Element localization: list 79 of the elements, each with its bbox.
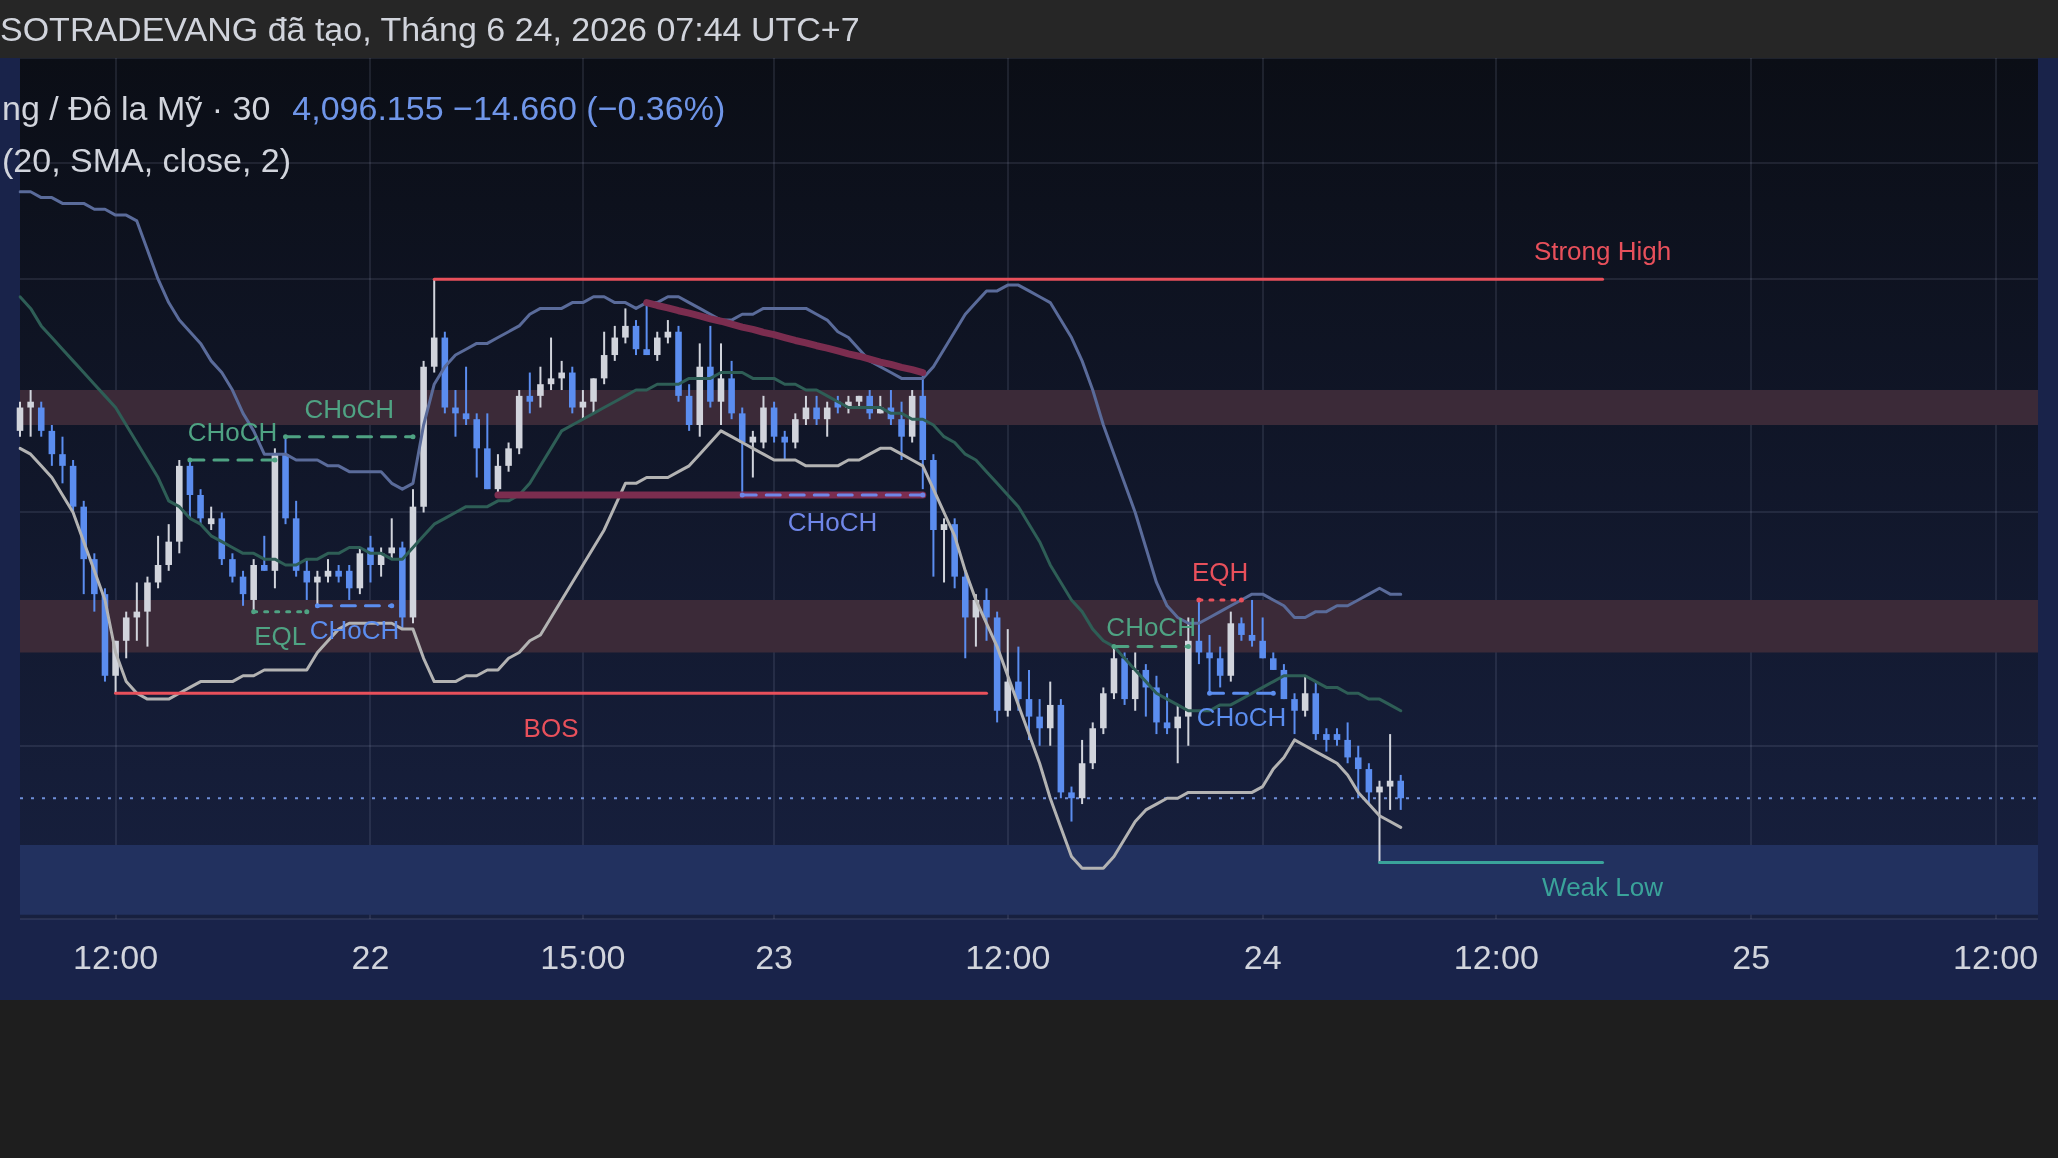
series-label: BOS [523, 712, 579, 743]
candlestick [590, 377, 597, 415]
candlestick [1248, 598, 1256, 648]
candlestick [547, 336, 555, 392]
series-label: CHoCH [304, 393, 395, 424]
series-label: EQH [1192, 557, 1249, 588]
x-tick-label: 25 [1732, 937, 1771, 976]
candlestick [579, 389, 587, 421]
candlestick [122, 610, 130, 660]
x-tick-label: 12:00 [965, 937, 1051, 976]
candlestick [940, 517, 948, 584]
candlestick [367, 534, 374, 584]
candlestick [48, 424, 56, 467]
series-label: Weak Low [1542, 871, 1664, 902]
candlestick [260, 534, 268, 572]
series-label: Strong High [1533, 236, 1672, 267]
candlestick [749, 429, 757, 479]
candlestick [27, 389, 34, 438]
x-tick-label: 12:00 [1952, 937, 2039, 976]
candlestick [653, 330, 661, 362]
candlestick [1376, 779, 1383, 864]
candlestick [1068, 785, 1075, 823]
candlestick [1354, 744, 1362, 800]
series-label: CHoCH [787, 506, 878, 537]
candlestick [1323, 727, 1330, 753]
candlestick [229, 552, 236, 584]
candlestick [197, 488, 204, 526]
candlestick [1386, 733, 1394, 811]
candlestick [16, 400, 24, 438]
candlestick [1216, 645, 1224, 689]
x-tick-label: 24 [1243, 937, 1282, 976]
candlestick [558, 359, 565, 392]
candlestick [207, 505, 215, 531]
candlestick [388, 517, 396, 561]
x-tick-label: 12:00 [73, 937, 159, 976]
candlestick [526, 371, 534, 415]
candlestick [1015, 645, 1022, 712]
candlestick [1238, 616, 1245, 642]
candlestick [600, 330, 608, 386]
candlestick [303, 558, 311, 601]
candlestick [1397, 773, 1405, 811]
chart-subtitle: ng / Đô la Mỹ · 30 [2, 89, 271, 127]
candlestick [792, 412, 799, 450]
candlestick [664, 319, 672, 345]
candlestick [462, 365, 470, 427]
candlestick [165, 523, 172, 572]
candlestick [1025, 668, 1033, 741]
candlestick [37, 400, 45, 438]
candlestick [813, 394, 820, 427]
x-tick-label: 23 [755, 937, 794, 976]
text: 4,096.155 −14.660 (−0.36%) [292, 89, 726, 127]
candlestick [505, 441, 512, 473]
candlestick [345, 563, 353, 601]
chart-title: SOTRADEVANG đã tạo, Tháng 6 24, 2026 07:44 UTC+7 [0, 0, 2058, 59]
candlestick [1301, 674, 1309, 718]
x-tick-label: 15:00 [540, 937, 626, 976]
candlestick [781, 429, 789, 462]
candlestick [983, 587, 990, 642]
candlestick [611, 324, 619, 362]
text: (20, SMA, close, 2) [2, 141, 292, 179]
candlestick [452, 389, 459, 438]
candlestick [632, 319, 640, 357]
candlestick [1036, 698, 1043, 747]
series-label: CHoCH [1196, 702, 1287, 733]
candlestick [59, 435, 66, 485]
series-label: EQL [254, 620, 307, 651]
candlestick [324, 558, 332, 584]
candlestick [1046, 680, 1054, 747]
candlestick [622, 307, 629, 345]
candlestick [537, 365, 544, 409]
candlestick [1365, 762, 1373, 806]
candlestick [717, 342, 725, 427]
candlestick [1163, 692, 1171, 736]
candlestick [1291, 692, 1298, 736]
candlestick [898, 400, 905, 462]
candlestick [1259, 616, 1266, 660]
x-tick-label: 12:00 [1453, 937, 1539, 976]
x-tick-label: 22 [351, 937, 390, 976]
candlestick [1344, 721, 1351, 765]
